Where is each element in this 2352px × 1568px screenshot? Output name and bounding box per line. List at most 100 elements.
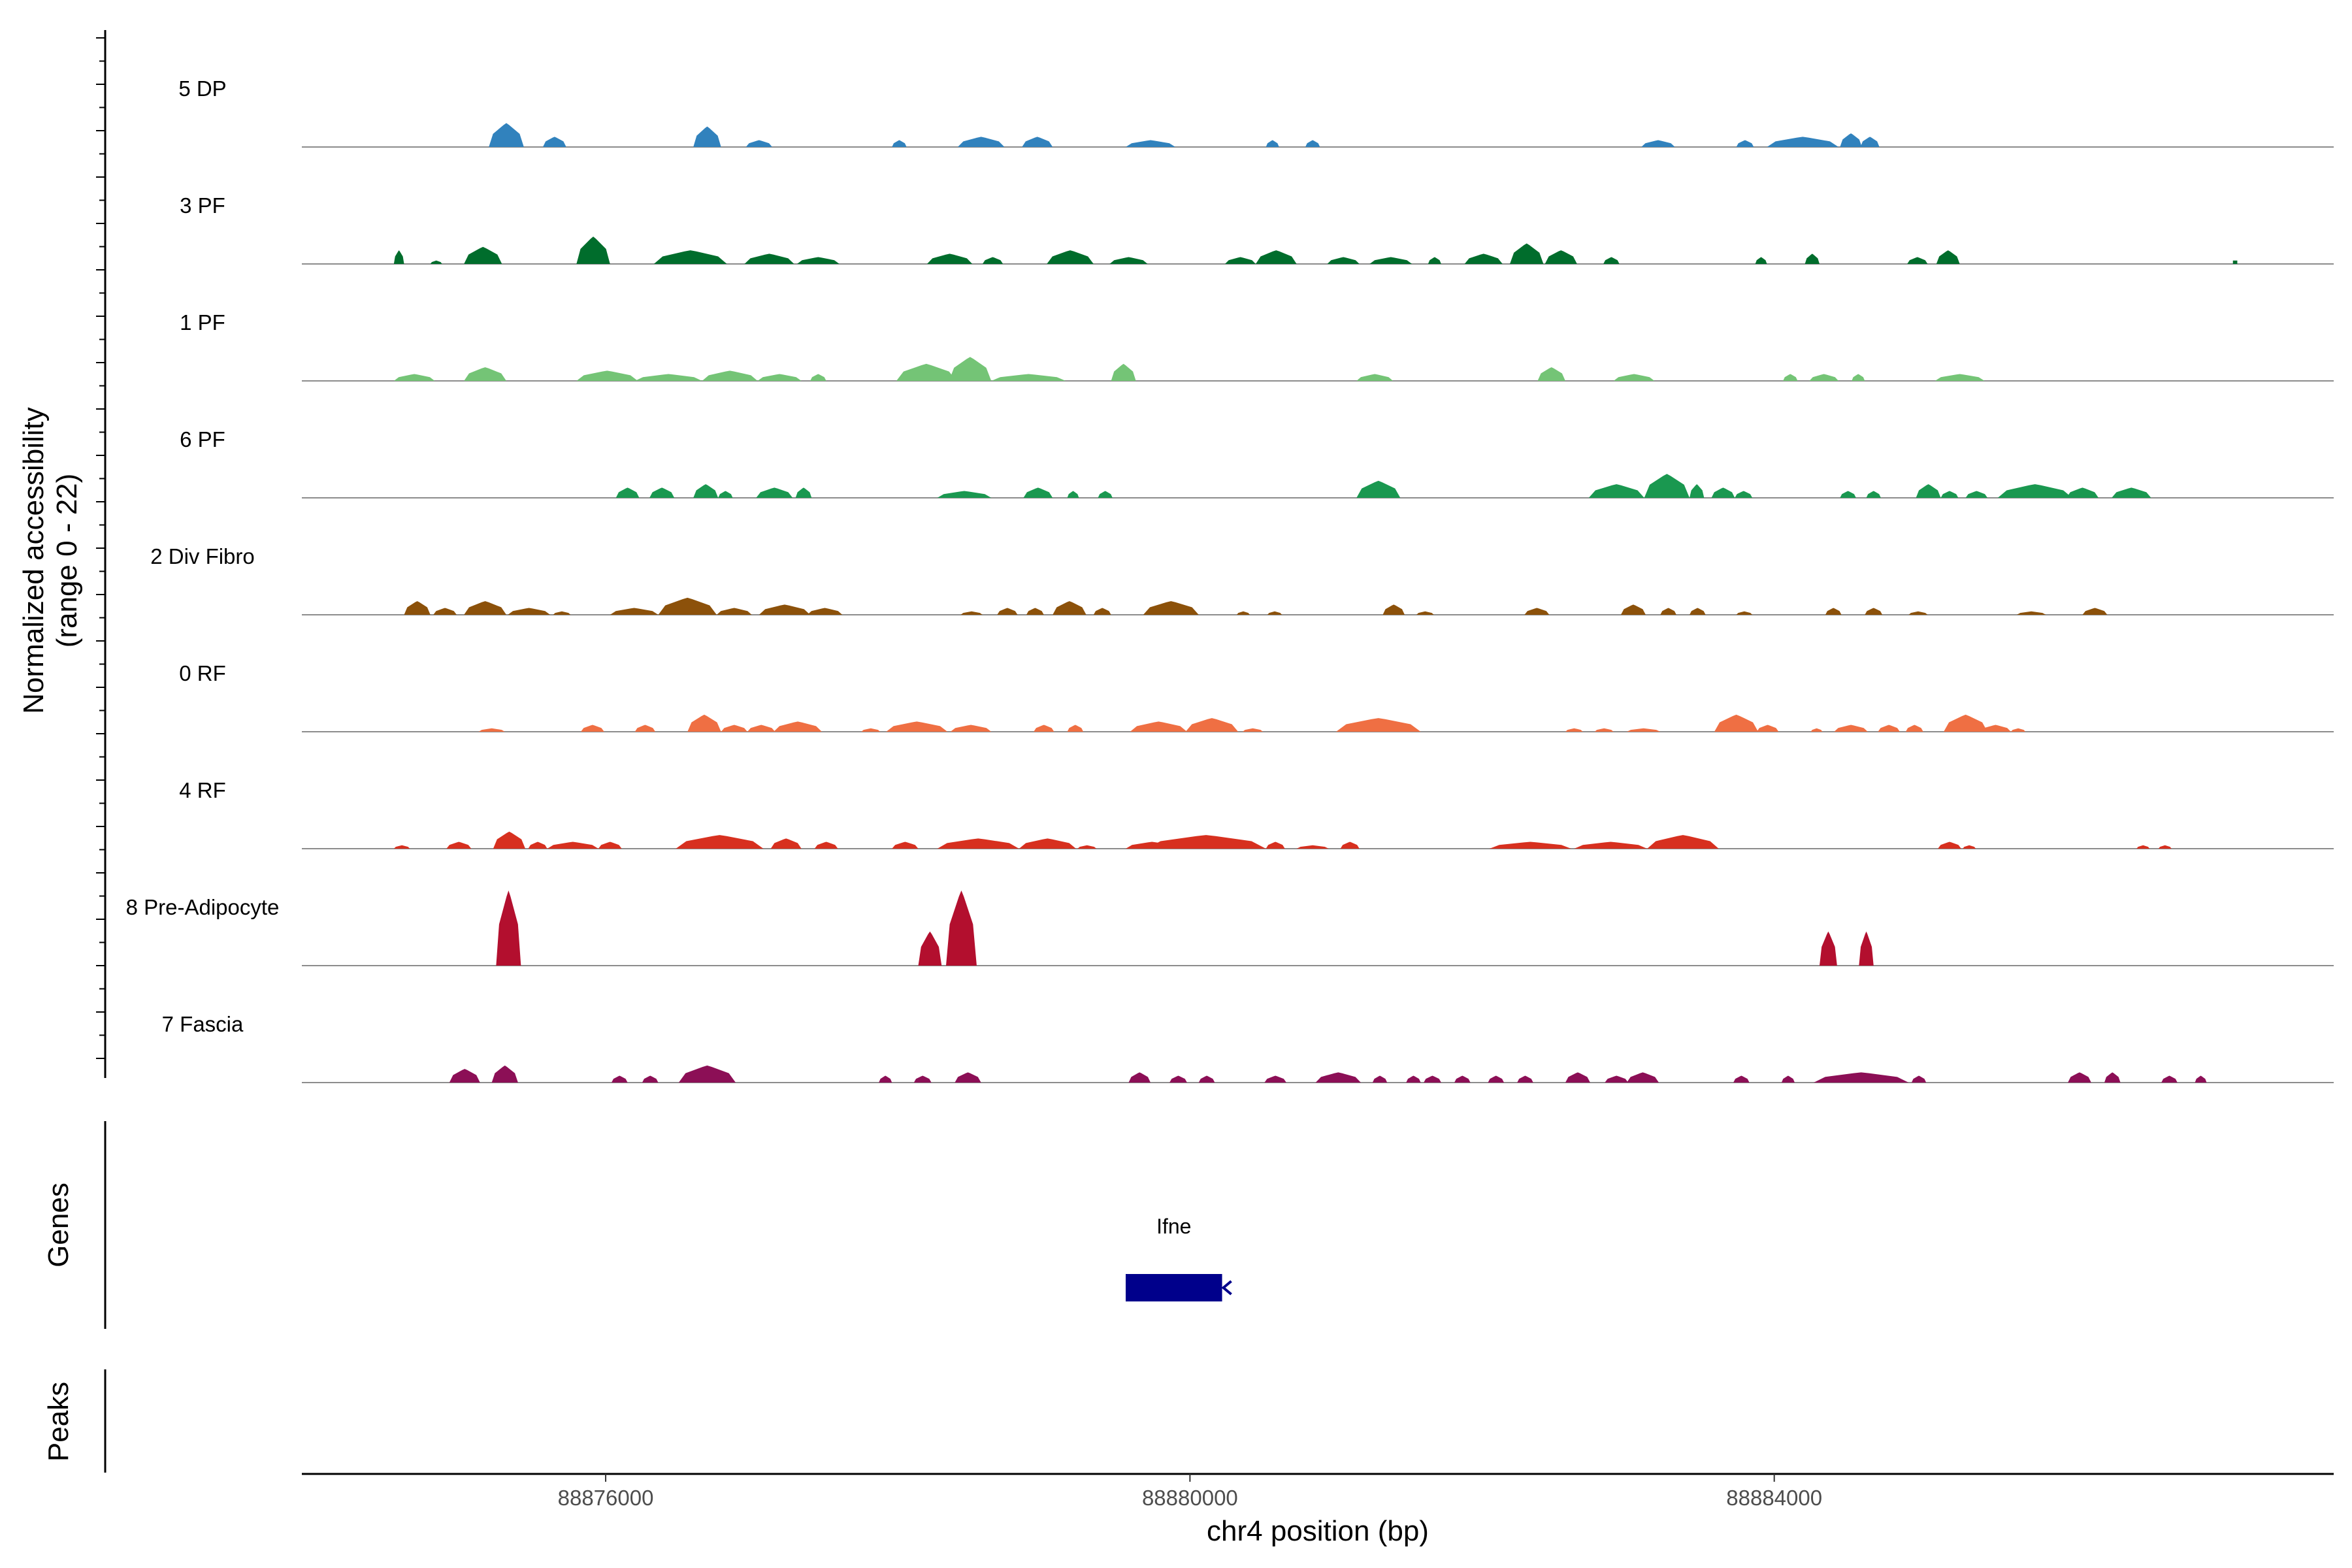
coverage-peak (1690, 608, 1706, 615)
coverage-peak (658, 597, 717, 615)
coverage-peak (610, 608, 659, 615)
coverage-peak (1524, 608, 1550, 615)
coverage-peak (1574, 841, 1648, 849)
y-axis-title-line-2: (range 0 - 22) (51, 474, 83, 648)
coverage-peak (918, 931, 942, 966)
gene-annotations: Ifne (1125, 1215, 1232, 1301)
coverage-peak (1109, 257, 1148, 264)
coverage-peak (581, 725, 604, 732)
coverage-peak (1626, 728, 1661, 732)
coverage-peak (1916, 484, 1941, 498)
track-3-pf (302, 237, 2334, 265)
coverage-peak (1756, 725, 1779, 732)
x-tick-label: 88880000 (1142, 1486, 1238, 1510)
coverage-peak (1647, 835, 1719, 849)
coverage-peak (642, 1075, 659, 1083)
coverage-peak (2158, 845, 2172, 849)
coverage-peak (1198, 1075, 1215, 1083)
coverage-peak (1067, 491, 1079, 498)
coverage-peak (1236, 611, 1250, 615)
coverage-peak (774, 721, 822, 732)
coverage-peak (1128, 1072, 1151, 1083)
coverage-peak (950, 725, 992, 732)
coverage-peak (810, 374, 826, 381)
coverage-peak (1464, 253, 1503, 264)
coverage-peak (2010, 728, 2026, 732)
track-labels: 5 DP 3 PF 1 PF 6 PF 2 Div Fibro 0 RF 4 RF 8 Pre… (126, 76, 280, 1036)
coverage-peak (2232, 260, 2238, 264)
x-tick-label: 88884000 (1726, 1486, 1822, 1510)
coverage-peak (991, 374, 1066, 381)
coverage-peak (1242, 728, 1264, 732)
coverage-peak (1840, 491, 1856, 498)
coverage-peak (1908, 611, 1928, 615)
coverage-peak (1781, 1075, 1795, 1083)
coverage-peak (553, 611, 571, 615)
coverage-peak (807, 608, 843, 615)
coverage-peak (1019, 838, 1076, 849)
coverage-peak (1980, 725, 2011, 732)
coverage-peak (1660, 608, 1676, 615)
genes-panel-label: Genes (42, 1183, 74, 1267)
track-4-rf (302, 831, 2334, 849)
coverage-peak (464, 246, 502, 264)
coverage-peak (1825, 608, 1842, 615)
coverage-peak (528, 841, 547, 849)
track-6-pf (302, 474, 2334, 498)
coverage-peak (949, 357, 992, 381)
coverage-peak (861, 728, 881, 732)
coverage-peak (1169, 1075, 1187, 1083)
coverage-peak (1382, 604, 1405, 615)
track-label: 7 Fascia (162, 1012, 244, 1036)
coverage-peak (649, 487, 675, 498)
coverage-peak (913, 1075, 932, 1083)
coverage-peak (1859, 931, 1874, 966)
coverage-peak (1911, 1075, 1927, 1083)
track-0-rf (302, 714, 2334, 732)
coverage-peak (1130, 721, 1187, 732)
coverage-peak (1424, 1075, 1441, 1083)
coverage-peak (1053, 601, 1086, 615)
coverage-peak (1225, 257, 1256, 264)
coverage-peak (1537, 367, 1565, 381)
coverage-peak (770, 838, 802, 849)
coverage-peak (2016, 611, 2046, 615)
coverage-peak (493, 831, 526, 849)
coverage-peak (496, 890, 521, 966)
coverage-peak (634, 374, 702, 381)
coverage-peak (2066, 487, 2099, 498)
coverage-peak (1125, 140, 1176, 147)
coverage-peak (489, 123, 524, 147)
coverage-peak (1852, 374, 1865, 381)
track-7-fascia (302, 1065, 2334, 1083)
coverage-peak (1905, 725, 1923, 732)
coverage-peak (687, 714, 721, 732)
coverage-peak (1406, 1075, 1421, 1083)
coverage-peak (1965, 491, 1988, 498)
coverage-peak (1865, 608, 1883, 615)
x-axis-title: chr4 position (bp) (1207, 1515, 1429, 1547)
coverage-peak (756, 487, 793, 498)
coverage-peak (1690, 484, 1705, 498)
track-label: 8 Pre-Adipocyte (126, 895, 280, 919)
coverage-peak (542, 137, 566, 147)
coverage-peak (1603, 257, 1620, 264)
coverage-peak (955, 1072, 981, 1083)
coverage-peak (1255, 250, 1297, 264)
coverage-peak (1834, 725, 1868, 732)
coverage-peak (393, 845, 410, 849)
coverage-peak (2104, 1072, 2121, 1083)
track-label: 5 DP (178, 76, 226, 101)
coverage-peak (1544, 250, 1577, 264)
track-label: 0 RF (179, 661, 226, 685)
coverage-peak (1626, 1072, 1659, 1083)
coverage-peak (1997, 484, 2072, 498)
coverage-peak (1023, 487, 1053, 498)
coverage-peak (721, 725, 747, 732)
coverage-peak (508, 608, 551, 615)
coverage-peak (796, 257, 840, 264)
coverage-peak (1878, 725, 1900, 732)
coverage-peak (982, 257, 1004, 264)
coverage-peak (1264, 1075, 1286, 1083)
